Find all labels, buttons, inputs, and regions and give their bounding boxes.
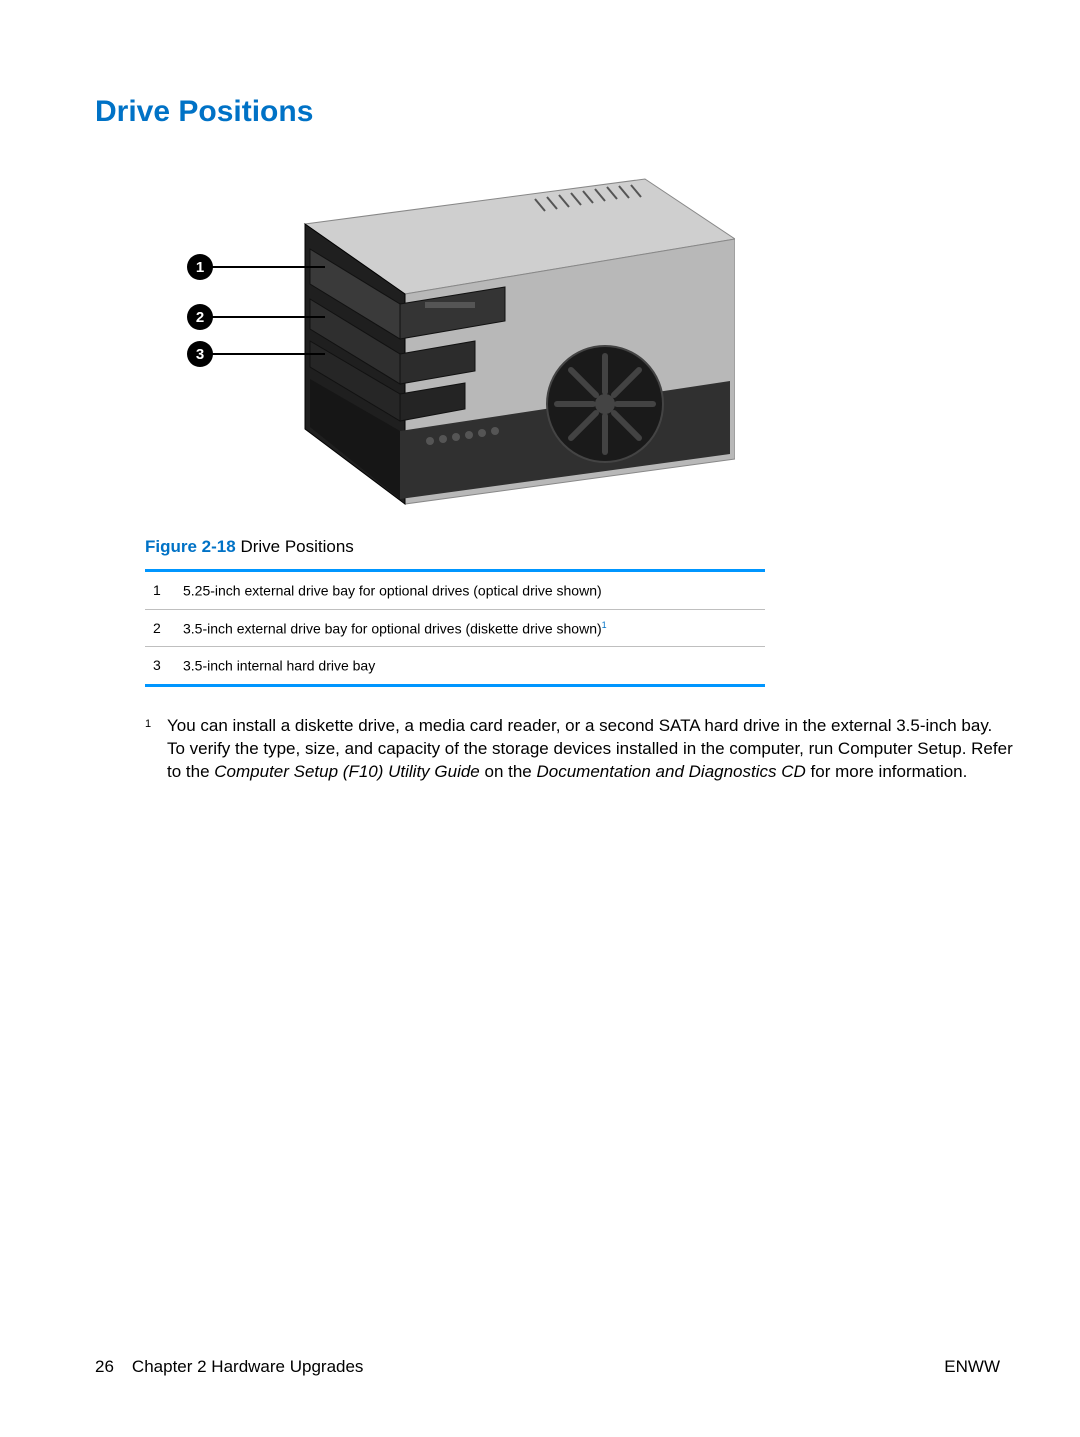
figure-container: 1 2 3 (175, 169, 1000, 509)
figure-caption-text: Drive Positions (240, 537, 353, 556)
footnote-text: You can install a diskette drive, a medi… (167, 715, 1015, 738)
table-row: 3 3.5-inch internal hard drive bay (145, 647, 765, 684)
chapter-label: Chapter 2 Hardware Upgrades (132, 1357, 364, 1377)
callout-2: 2 (196, 309, 204, 326)
callout-1: 1 (196, 259, 204, 276)
figure-caption: Figure 2-18 Drive Positions (145, 537, 1000, 557)
drive-positions-diagram: 1 2 3 (175, 169, 735, 509)
table-cell-num: 2 (153, 620, 183, 636)
drive-table: 1 5.25-inch external drive bay for optio… (145, 569, 765, 687)
body-paragraph: To verify the type, size, and capacity o… (167, 738, 1015, 784)
table-cell-desc: 5.25-inch external drive bay for optiona… (183, 582, 757, 599)
footer-right: ENWW (944, 1357, 1000, 1377)
footnote-marker: 1 (145, 715, 167, 738)
table-cell-desc: 3.5-inch external drive bay for optional… (183, 620, 757, 637)
footnote-block: 1 You can install a diskette drive, a me… (145, 715, 1015, 784)
document-page: Drive Positions (0, 0, 1080, 1437)
table-row: 1 5.25-inch external drive bay for optio… (145, 572, 765, 610)
table-cell-num: 1 (153, 582, 183, 598)
table-cell-num: 3 (153, 657, 183, 673)
table-cell-desc: 3.5-inch internal hard drive bay (183, 657, 757, 674)
section-heading: Drive Positions (95, 95, 1000, 129)
page-footer: 26 Chapter 2 Hardware Upgrades ENWW (95, 1357, 1000, 1377)
table-row: 2 3.5-inch external drive bay for option… (145, 610, 765, 648)
page-number: 26 (95, 1357, 114, 1377)
figure-label: Figure 2-18 (145, 537, 236, 556)
callout-3: 3 (196, 346, 204, 363)
